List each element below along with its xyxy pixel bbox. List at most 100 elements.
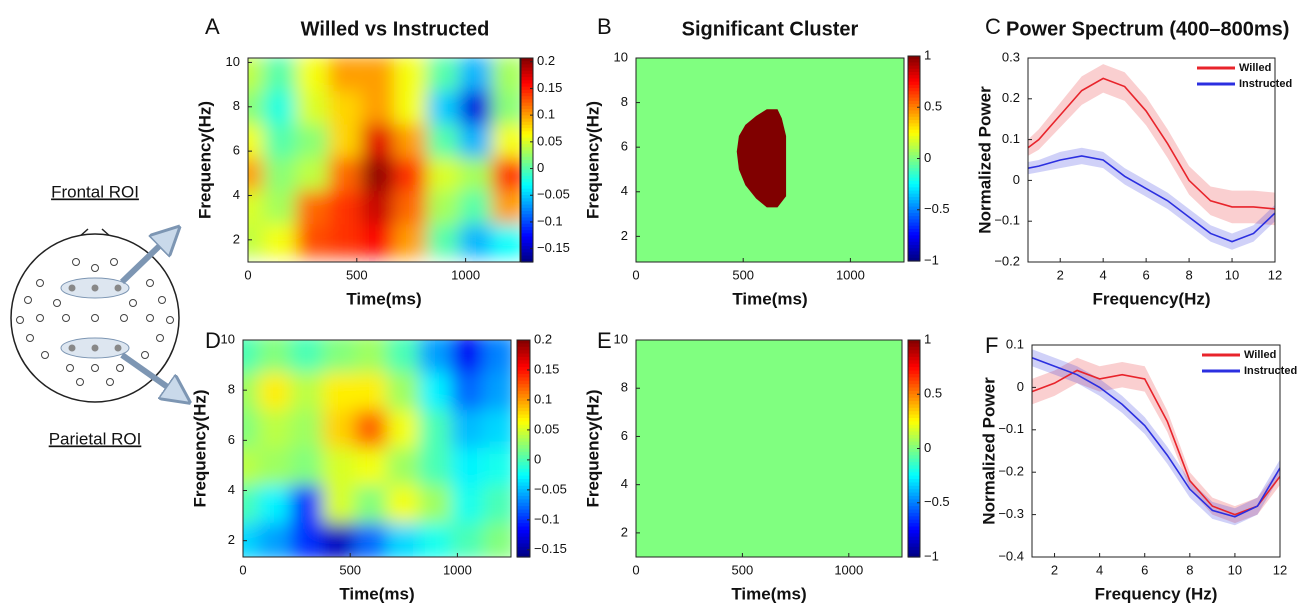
x-tick-label: 12 (1268, 267, 1282, 282)
heat-cell (295, 222, 331, 258)
colorbar-swatch (521, 73, 533, 78)
colorbar-swatch (908, 235, 920, 240)
plot-frame (1031, 344, 1281, 558)
colorbar-swatch (517, 417, 530, 422)
y-tick-label: 10 (614, 49, 628, 64)
heat-cell (386, 407, 421, 448)
heat-cell (258, 340, 293, 373)
colorbar-swatch (908, 139, 920, 144)
colorbar-swatch (517, 479, 530, 484)
colorbar-swatch (521, 156, 533, 161)
heat-cell (386, 340, 421, 373)
line (1028, 155, 1275, 243)
colorbar-swatch (517, 495, 530, 500)
parietal-label: Parietal ROI (49, 429, 142, 448)
colorbar-swatch (521, 86, 533, 91)
colorbar-swatch (517, 516, 530, 521)
y-tick-label: 10 (614, 331, 628, 346)
colorbar-swatch (908, 257, 920, 262)
colorbar-swatch (521, 195, 533, 199)
plot-frame (635, 57, 905, 263)
colorbar-swatch (517, 387, 530, 392)
colorbar-swatch (908, 56, 920, 60)
colorbar-swatch (521, 246, 533, 250)
y-tick-label: 4 (228, 482, 235, 497)
colorbar-swatch (908, 523, 920, 528)
heat-cell (491, 222, 520, 258)
colorbar-swatch (908, 126, 920, 131)
colorbar-swatch (908, 394, 920, 399)
colorbar-swatch (517, 356, 530, 361)
heat-cell (386, 445, 421, 486)
colorbar-swatch (521, 169, 533, 174)
colorbar-swatch (521, 255, 533, 260)
heat-cell (451, 445, 486, 486)
colorbar-swatch (521, 236, 533, 241)
colorbar-swatch (908, 536, 920, 541)
colorbar-swatch (517, 407, 530, 412)
y-axis-label: Normalized Power (979, 377, 998, 525)
heat-cell (243, 370, 261, 410)
colorbar-swatch (517, 482, 530, 487)
colorbar-swatch (521, 172, 533, 177)
colorbar-swatch (908, 411, 920, 416)
colorbar-swatch (517, 350, 530, 355)
heat-cell (295, 188, 331, 225)
x-tick-label: 1000 (834, 562, 863, 577)
colorbar-swatch (521, 99, 533, 104)
background (636, 340, 902, 557)
heat-cell (386, 483, 421, 523)
heat-cell (354, 483, 389, 523)
y-tick-label: 8 (228, 382, 235, 397)
colorbar-swatch (908, 193, 920, 198)
colorbar-swatch (521, 115, 533, 120)
colorbar-swatch (521, 179, 533, 183)
heat-cell (290, 445, 325, 486)
colorbar-swatch (908, 177, 920, 182)
colorbar-swatch (908, 360, 920, 365)
colorbar-swatch (908, 206, 920, 211)
legend-label: Instructed (1244, 365, 1297, 377)
panel: A Willed vs Instructed 0 500 1000 2 4 6 8 10 Time(… (195, 14, 569, 309)
colorbar-swatch (908, 475, 920, 480)
colorbar-swatch (521, 217, 533, 222)
heat-cell (290, 520, 325, 557)
colorbar-swatch (908, 78, 920, 83)
heat-cell (290, 407, 325, 448)
colorbar-swatch (908, 516, 920, 521)
colorbar-swatch (517, 390, 530, 395)
colorbar-swatch (908, 553, 920, 558)
heat-cell (295, 58, 331, 92)
heat-cell (451, 340, 486, 373)
x-tick-label: 10 (1228, 562, 1242, 577)
colorbar-swatch (517, 428, 530, 433)
colorbar-swatch (908, 407, 920, 412)
y-tick-label: 8 (233, 98, 240, 113)
y-tick-label: −0.3 (998, 506, 1024, 521)
colorbar-swatch (908, 62, 920, 67)
colorbar-swatch (908, 343, 920, 348)
panel: E 0 500 1000 2 4 6 8 10 Time(ms) Frequency(Hz) 1 0.5… (583, 328, 949, 604)
heat-cell (328, 89, 364, 125)
colorbar-swatch (908, 431, 920, 436)
colorbar-swatch (908, 100, 920, 105)
colorbar-swatch (908, 387, 920, 392)
colorbar-swatch (521, 252, 533, 257)
colorbar-frame (516, 339, 531, 558)
colorbar-swatch (517, 340, 530, 344)
heat-cell (361, 222, 396, 258)
colorbar-tick-label: 0.2 (537, 53, 555, 68)
colorbar-swatch (517, 343, 530, 348)
colorbar-swatch (908, 526, 920, 531)
x-tick-label: 500 (346, 267, 368, 282)
x-axis-label: Frequency (Hz) (1095, 584, 1218, 603)
heat-cell (322, 340, 357, 373)
colorbar-swatch (908, 428, 920, 433)
colorbar-swatch (517, 533, 530, 538)
line (1032, 356, 1280, 518)
x-tick-label: 8 (1186, 562, 1193, 577)
y-axis-label: Frequency(Hz) (195, 101, 214, 219)
chart-title: Significant Cluster (682, 18, 859, 40)
plot-area (248, 58, 520, 258)
legend-label: Willed (1244, 349, 1276, 361)
